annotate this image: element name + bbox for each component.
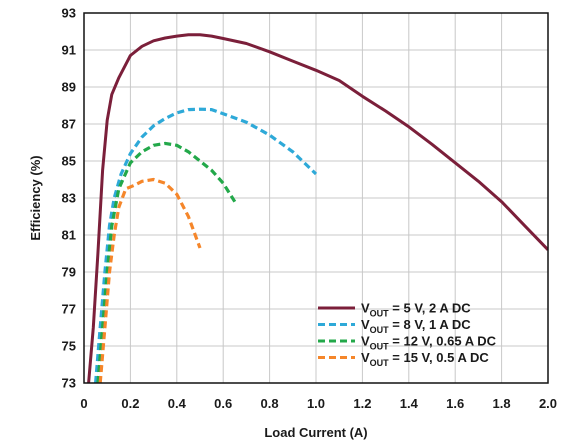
x-tick-labels: 0 0.2 0.4 0.6 0.8 1.0 1.2 1.4 1.6 1.8 2.0 [80,396,557,411]
series-line-1 [87,33,548,383]
x-tick-label: 2.0 [539,396,557,411]
legend-label-1: VOUT = 5 V, 2 A DC [361,301,471,319]
x-tick-label: 0.6 [214,396,232,411]
legend-label-4: VOUT = 15 V, 0.5 A DC [361,350,489,368]
y-tick-label: 93 [62,6,76,21]
x-tick-label: 0.4 [168,396,187,411]
x-tick-label: 1.8 [493,396,511,411]
x-tick-label: 1.4 [400,396,419,411]
x-tick-label: 1.6 [446,396,464,411]
y-tick-label: 77 [62,302,76,317]
grid-lines [84,13,548,383]
plot-frame [83,12,549,384]
y-tick-label: 73 [62,376,76,391]
x-tick-label: 0.2 [121,396,139,411]
x-axis-label: Load Current (A) [264,425,367,440]
x-tick-label: 0 [80,396,87,411]
y-tick-label: 91 [62,43,76,58]
y-axis-label: Efficiency (%) [28,155,43,240]
x-tick-label: 0.8 [261,396,279,411]
y-tick-label: 85 [62,154,76,169]
x-tick-label: 1.2 [353,396,371,411]
y-tick-label: 75 [62,339,76,354]
y-tick-label: 79 [62,265,76,280]
legend-label-3: VOUT = 12 V, 0.65 A DC [361,334,497,352]
legend-label-2: VOUT = 8 V, 1 A DC [361,317,471,335]
series-line-3 [96,141,237,383]
series-line-4 [98,177,202,383]
series-line-2 [94,107,318,383]
y-tick-label: 83 [62,191,76,206]
y-tick-labels: 73 75 77 79 81 83 85 87 89 91 93 [62,6,76,391]
series-group [87,33,548,383]
y-tick-label: 81 [62,228,76,243]
y-tick-label: 87 [62,117,76,132]
x-tick-label: 1.0 [307,396,325,411]
y-tick-label: 89 [62,80,76,95]
